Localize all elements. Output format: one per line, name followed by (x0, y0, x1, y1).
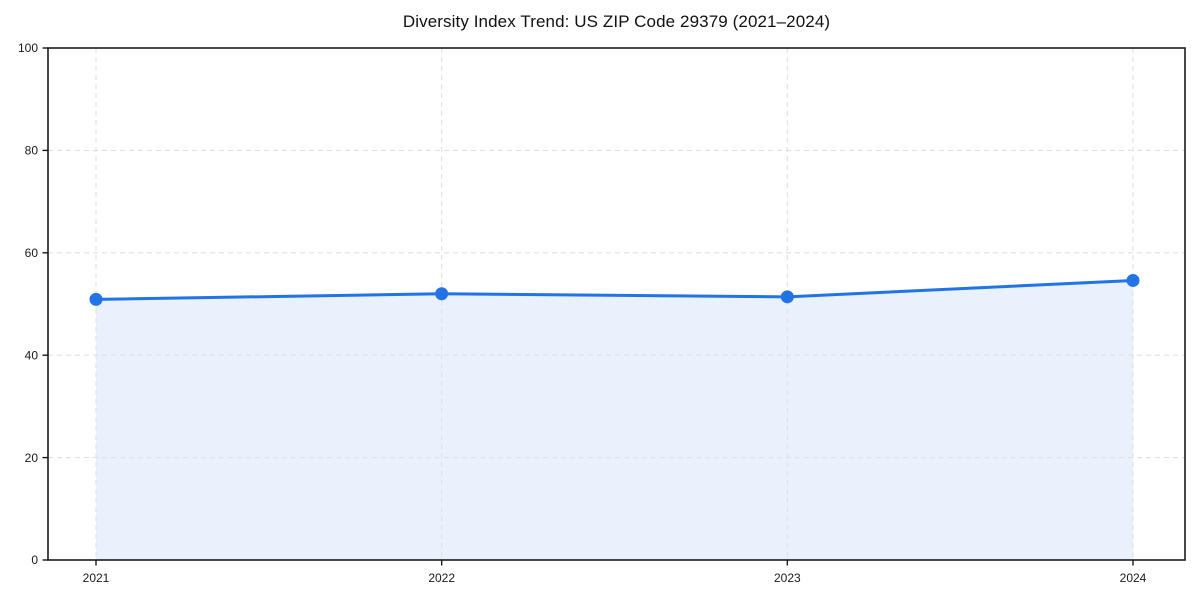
trend-line (94, 278, 1135, 301)
plot-frame (47, 47, 1186, 561)
chart-title: Diversity Index Trend: US ZIP Code 29379… (402, 12, 831, 31)
y-axis-tick-label: 100 (18, 41, 38, 55)
y-axis-tick-label: 60 (25, 246, 39, 260)
area-fill (96, 280, 1133, 560)
y-axis-tick-label: 40 (25, 348, 39, 362)
y-axis-tick-label: 80 (25, 144, 39, 158)
data-point-marker (435, 287, 449, 301)
data-point-marker (780, 290, 794, 304)
x-axis-tick-label: 2021 (83, 571, 110, 585)
data-point-marker (89, 292, 103, 306)
x-axis-tick-label: 2022 (428, 571, 455, 585)
y-axis-tick-label: 20 (25, 451, 39, 465)
x-axis-tick-label: 2023 (774, 571, 801, 585)
data-point-marker (1126, 273, 1140, 287)
x-axis-tick-label: 2024 (1120, 571, 1147, 585)
y-axis-tick-label: 0 (31, 553, 38, 567)
